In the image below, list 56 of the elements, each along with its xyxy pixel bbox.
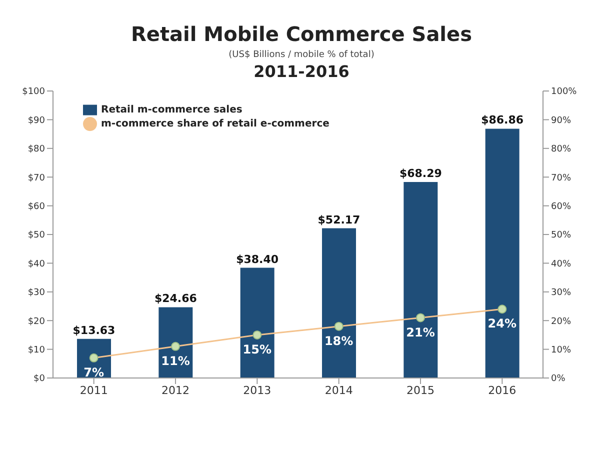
- y2-tick-label: 20%: [551, 316, 572, 327]
- bar: [485, 128, 520, 378]
- data-label: $68.29: [399, 167, 442, 180]
- legend-label: m-commerce share of retail e-commerce: [101, 118, 330, 130]
- y2-tick-label: 30%: [551, 288, 572, 298]
- bar: [240, 268, 274, 378]
- legend-label: Retail m-commerce sales: [101, 104, 242, 116]
- point: [89, 353, 98, 362]
- data-label: 15%: [242, 342, 272, 356]
- y2-tick-label: 40%: [551, 259, 572, 270]
- x-tick-label: 2013: [243, 384, 272, 397]
- x-tick-label: 2015: [406, 384, 434, 397]
- y2-tick-label: 10%: [551, 345, 572, 356]
- y-tick-label: $70: [28, 173, 46, 184]
- y-tick-label: $100: [22, 87, 46, 98]
- point: [334, 322, 344, 331]
- y-tick-label: $30: [28, 288, 46, 298]
- chart-title: Retail Mobile Commerce Sales: [130, 21, 474, 46]
- data-label: $52.17: [318, 213, 360, 226]
- data-label: 24%: [488, 316, 517, 331]
- point: [416, 313, 425, 322]
- data-label: $13.63: [72, 324, 116, 337]
- y-tick-label: $40: [28, 259, 46, 270]
- y2-tick-label: 70%: [551, 173, 572, 184]
- y-tick-label: $80: [28, 144, 46, 155]
- y2-tick-label: 60%: [551, 202, 572, 212]
- bar: [322, 228, 356, 378]
- data-label: 21%: [406, 325, 435, 340]
- chart-subtitle: (US$ Billions / mobile % of total): [228, 50, 376, 60]
- y2-tick-label: 50%: [551, 230, 572, 241]
- bar: [158, 307, 193, 378]
- y2-tick-label: 0%: [551, 374, 566, 384]
- x-tick-label: 2014: [324, 384, 353, 397]
- y2-tick-label: 100%: [551, 87, 578, 98]
- y-tick-label: $60: [28, 202, 46, 212]
- data-label: 11%: [161, 354, 190, 368]
- data-label: 18%: [324, 334, 354, 348]
- x-tick-label: 2011: [80, 384, 108, 397]
- x-tick-label: 2012: [162, 384, 190, 397]
- y2-tick-label: 90%: [551, 116, 572, 126]
- point: [171, 342, 180, 351]
- text: 2011-2016: [252, 62, 350, 81]
- y-tick-label: $90: [28, 116, 46, 126]
- y2-tick-label: 80%: [551, 144, 572, 155]
- data-label: $86.86: [481, 114, 524, 127]
- point: [252, 330, 262, 340]
- data-label: $38.40: [236, 252, 279, 266]
- bar: [404, 182, 438, 378]
- data-label: $24.66: [154, 292, 198, 306]
- x-tick-label: 2016: [488, 384, 516, 397]
- y-tick-label: $20: [28, 316, 46, 327]
- point: [498, 304, 507, 314]
- data-label: 7%: [84, 365, 104, 380]
- y-tick-label: $10: [28, 345, 46, 356]
- y-tick-label: $0: [34, 374, 46, 384]
- y-tick-label: $50: [28, 230, 46, 241]
